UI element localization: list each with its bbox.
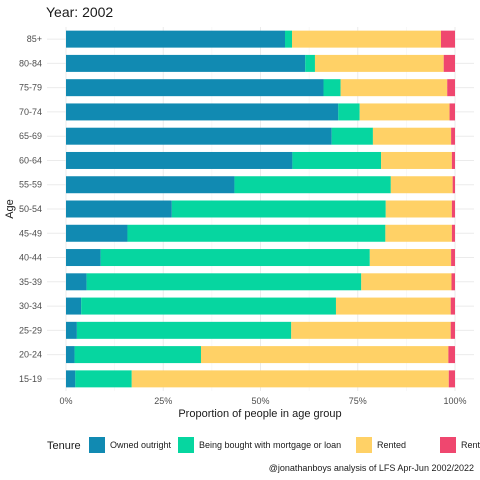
x-axis-title: Proportion of people in age group [178, 408, 341, 420]
legend-label: Rented [377, 440, 406, 450]
bar-segment [234, 176, 391, 194]
x-tick-label: 25% [154, 396, 172, 406]
x-tick-label: 100% [443, 396, 466, 406]
bar-segment [449, 103, 455, 121]
bar-segment [285, 30, 293, 48]
x-tick-label: 50% [251, 396, 269, 406]
y-tick-label: 85+ [27, 34, 42, 44]
bar-segment [447, 79, 455, 97]
legend-label: Owned outright [110, 440, 172, 450]
bar-segment [359, 103, 450, 121]
bar-segment [448, 346, 455, 364]
legend-key [178, 437, 194, 453]
y-axis-title: Age [4, 199, 16, 219]
bar-segment [66, 273, 87, 291]
bar-segment [390, 176, 453, 194]
bar-segment [171, 200, 386, 218]
bar-segment [127, 224, 386, 242]
bar-segment [66, 297, 82, 315]
y-tick-label: 15-19 [19, 374, 42, 384]
bar-segment [66, 176, 235, 194]
bar-segment [200, 346, 449, 364]
bar-segment [451, 127, 455, 145]
legend-key [440, 437, 456, 453]
bar-segment [440, 30, 455, 48]
y-tick-label: 45-49 [19, 228, 42, 238]
x-tick-label: 75% [349, 396, 367, 406]
y-tick-label: 25-29 [19, 325, 42, 335]
bar-segment [451, 200, 455, 218]
bar-segment [74, 346, 201, 364]
y-tick-label: 70-74 [19, 107, 42, 117]
bar-segment [450, 297, 455, 315]
bar-segment [66, 79, 324, 97]
x-tick-labels: 0% 25% 50% 75% 100% [59, 396, 466, 406]
bar-segment [338, 103, 360, 121]
y-tick-labels: 85+ 80-84 75-79 70-74 65-69 60-64 55-59 50-54 45… [19, 34, 42, 384]
bar-segment [452, 176, 455, 194]
bar-segment [369, 249, 452, 267]
bar-segment [131, 370, 449, 388]
bar-segment [100, 249, 370, 267]
y-tick-label: 60-64 [19, 155, 42, 165]
bar-segment [75, 370, 132, 388]
bar-segment [443, 54, 455, 72]
bar-segment [451, 224, 455, 242]
y-tick-label: 65-69 [19, 131, 42, 141]
legend-label: Rent free [461, 440, 480, 450]
bar-segment [66, 151, 293, 169]
bar-segment [86, 273, 362, 291]
y-tick-label: 75-79 [19, 83, 42, 93]
bar-segment [372, 127, 452, 145]
bar-segment [76, 321, 292, 339]
legend-key [89, 437, 105, 453]
y-tick-label: 80-84 [19, 58, 42, 68]
y-tick-label: 40-44 [19, 253, 42, 263]
bar-segment [292, 151, 382, 169]
bar-segment [292, 30, 441, 48]
bar-segment [451, 273, 455, 291]
bar-segment [451, 151, 455, 169]
bar-segment [448, 370, 455, 388]
bar-segment [381, 151, 452, 169]
legend: Tenure Owned outright Being bought with m… [47, 437, 480, 453]
bar-segment [335, 297, 451, 315]
y-tick-label: 55-59 [19, 180, 42, 190]
legend-title: Tenure [47, 440, 81, 452]
bar-segment [66, 321, 77, 339]
legend-label: Being bought with mortgage or loan [199, 440, 341, 450]
bar-segment [314, 54, 444, 72]
y-tick-label: 50-54 [19, 204, 42, 214]
bar-segment [66, 127, 332, 145]
legend-key [356, 437, 372, 453]
bar-segment [361, 273, 452, 291]
bar-segment [66, 249, 101, 267]
bar-segment [66, 370, 76, 388]
bar-segment [66, 103, 339, 121]
x-tick-label: 0% [59, 396, 72, 406]
y-tick-label: 20-24 [19, 350, 42, 360]
bar-segment [331, 127, 373, 145]
y-tick-label: 30-34 [19, 301, 42, 311]
bar-segment [451, 249, 455, 267]
bar-segment [66, 30, 286, 48]
bar-segment [450, 321, 455, 339]
bar-segment [385, 200, 452, 218]
bar-segment [81, 297, 336, 315]
bar-segment [291, 321, 451, 339]
bars [66, 30, 455, 388]
bar-segment [66, 224, 128, 242]
bar-segment [66, 54, 306, 72]
bar-segment [66, 200, 172, 218]
bar-segment [385, 224, 452, 242]
bar-segment [66, 346, 75, 364]
y-tick-label: 35-39 [19, 277, 42, 287]
chart-title: Year: 2002 [46, 4, 113, 20]
bar-segment [340, 79, 448, 97]
bar-segment [305, 54, 315, 72]
bar-segment [323, 79, 341, 97]
chart-caption: @jonathanboys analysis of LFS Apr-Jun 20… [269, 463, 474, 473]
